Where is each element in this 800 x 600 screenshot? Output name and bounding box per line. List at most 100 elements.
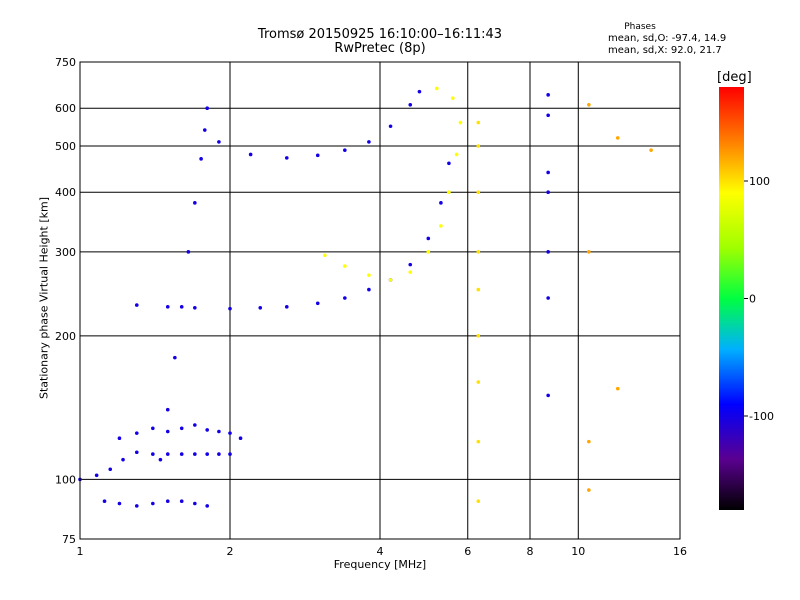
data-point bbox=[151, 501, 155, 506]
data-point bbox=[165, 499, 170, 504]
data-point bbox=[238, 436, 243, 441]
data-point bbox=[165, 452, 170, 456]
x-axis-label: Frequency [MHz] bbox=[333, 558, 427, 571]
data-point bbox=[408, 262, 413, 267]
data-point bbox=[117, 436, 122, 441]
data-point bbox=[228, 431, 232, 435]
data-point bbox=[134, 431, 139, 435]
data-points bbox=[78, 86, 653, 508]
data-point bbox=[284, 156, 289, 160]
data-point bbox=[165, 407, 170, 412]
data-point bbox=[476, 144, 481, 148]
data-point bbox=[447, 161, 451, 166]
data-point bbox=[367, 287, 371, 292]
data-point bbox=[426, 250, 431, 254]
data-point bbox=[388, 124, 393, 129]
data-point bbox=[447, 190, 451, 195]
data-point bbox=[476, 250, 481, 254]
data-point bbox=[193, 423, 197, 427]
data-point bbox=[476, 120, 481, 125]
data-point bbox=[367, 273, 371, 277]
data-point bbox=[408, 103, 413, 107]
colorbar-unit: [deg] bbox=[717, 70, 752, 85]
data-point bbox=[367, 140, 371, 144]
data-point bbox=[193, 305, 197, 310]
chart-title: Tromsø 20150925 16:10:00–16:11:43 bbox=[257, 27, 503, 42]
data-point bbox=[587, 439, 591, 444]
y-tick-label: 75 bbox=[62, 533, 76, 546]
x-tick-label: 6 bbox=[464, 545, 471, 558]
grid-lines bbox=[79, 61, 681, 540]
data-point bbox=[476, 190, 481, 195]
data-point bbox=[343, 264, 347, 268]
data-point bbox=[151, 452, 155, 456]
data-point bbox=[408, 270, 413, 274]
x-tick-label: 1 bbox=[77, 545, 84, 558]
y-tick-label: 500 bbox=[55, 140, 76, 153]
data-point bbox=[121, 457, 125, 462]
data-point bbox=[179, 452, 184, 456]
data-point bbox=[587, 250, 591, 254]
data-point bbox=[458, 120, 463, 125]
data-point bbox=[102, 499, 107, 504]
data-point bbox=[205, 504, 209, 508]
data-point bbox=[151, 426, 155, 431]
data-point bbox=[315, 153, 320, 158]
data-point bbox=[417, 89, 422, 94]
y-tick-label: 600 bbox=[55, 102, 76, 115]
data-point bbox=[108, 467, 113, 472]
data-point bbox=[451, 96, 455, 100]
y-tick-label: 750 bbox=[55, 56, 76, 69]
data-point bbox=[439, 224, 443, 228]
data-point bbox=[587, 103, 591, 107]
y-tick-label: 200 bbox=[55, 330, 76, 343]
data-point bbox=[426, 236, 431, 241]
data-point bbox=[228, 306, 232, 311]
data-point bbox=[165, 429, 170, 434]
data-point bbox=[546, 93, 550, 97]
y-tick-label: 300 bbox=[55, 246, 76, 259]
x-tick-label: 4 bbox=[377, 545, 384, 558]
data-point bbox=[323, 253, 327, 258]
phases-x-mode: mean, sd,X: 92.0, 21.7 bbox=[608, 45, 722, 56]
data-point bbox=[186, 250, 191, 254]
x-ticks: 1 2 4 6 8 10 16 bbox=[77, 545, 688, 558]
data-point bbox=[388, 278, 393, 282]
plot-frame bbox=[79, 61, 681, 540]
data-point bbox=[546, 170, 550, 175]
data-point bbox=[205, 428, 209, 432]
data-point bbox=[134, 450, 139, 455]
data-point bbox=[454, 152, 459, 157]
data-point bbox=[205, 452, 209, 456]
data-point bbox=[199, 157, 203, 161]
colorbar bbox=[719, 87, 744, 510]
data-point bbox=[134, 303, 139, 307]
data-point bbox=[439, 201, 443, 205]
colorbar-tick-label: 0 bbox=[749, 293, 756, 306]
phases-heading: Phases bbox=[624, 22, 656, 32]
data-point bbox=[546, 296, 550, 300]
data-point bbox=[476, 439, 481, 444]
data-point bbox=[343, 296, 347, 300]
x-tick-label: 10 bbox=[571, 545, 585, 558]
data-point bbox=[546, 190, 550, 195]
data-point bbox=[179, 426, 184, 431]
data-point bbox=[193, 201, 197, 205]
data-point bbox=[476, 499, 481, 504]
y-tick-label: 100 bbox=[55, 473, 76, 486]
data-point bbox=[476, 287, 481, 292]
data-point bbox=[202, 128, 207, 132]
data-point bbox=[248, 152, 253, 157]
data-point bbox=[615, 136, 620, 140]
data-point bbox=[615, 386, 620, 391]
colorbar-ticks: 100 0 -100 bbox=[744, 175, 774, 423]
data-point bbox=[205, 106, 209, 111]
data-point bbox=[217, 429, 221, 434]
x-tick-label: 16 bbox=[673, 545, 687, 558]
data-point bbox=[173, 355, 177, 360]
data-point bbox=[476, 380, 481, 384]
data-point bbox=[134, 504, 139, 508]
x-tick-label: 2 bbox=[227, 545, 234, 558]
y-tick-label: 400 bbox=[55, 186, 76, 199]
data-point bbox=[546, 393, 550, 398]
